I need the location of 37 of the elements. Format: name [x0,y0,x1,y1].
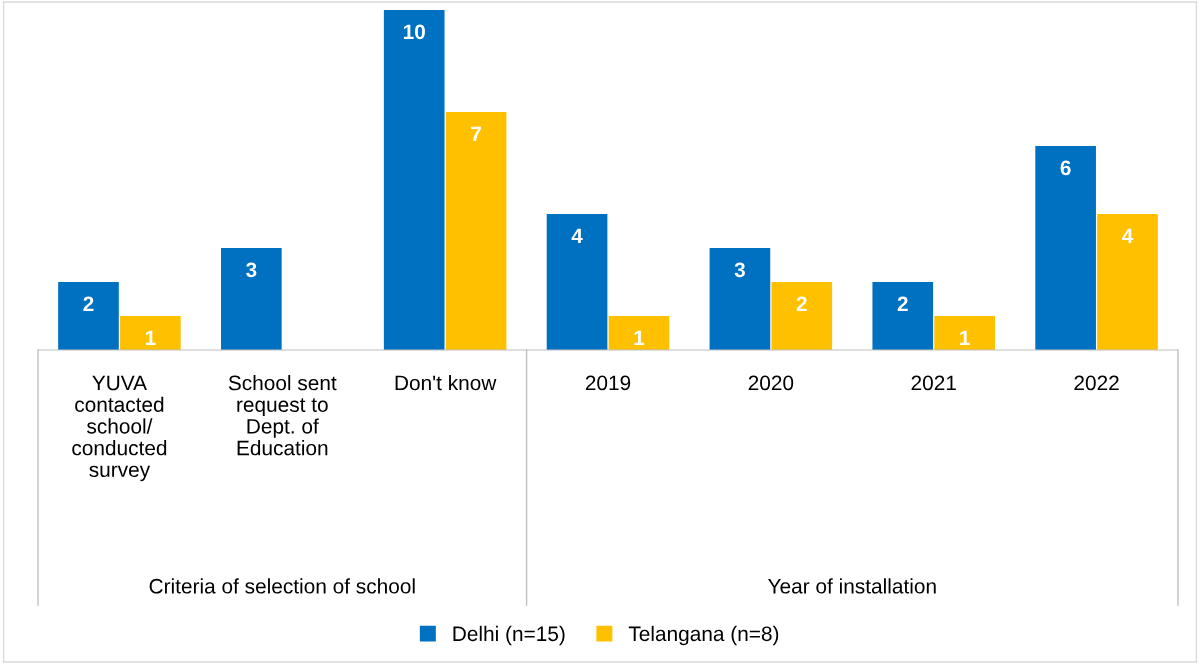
legend-label: Telangana (n=8) [628,625,779,646]
bar [934,316,995,350]
text: Criteria of selection of school [149,578,415,594]
x-tick-label: 2021 [911,375,956,391]
data-label: 1 [145,330,156,345]
x-tick-label: 2022 [1074,375,1119,391]
data-label: 3 [734,262,745,278]
bar [1035,146,1096,350]
bar [120,316,181,350]
bar [771,282,833,350]
data-label: 4 [571,228,583,243]
bar [383,10,445,350]
data-label: 10 [403,24,425,40]
x-tick-label: 2020 [748,375,794,391]
bar [709,248,771,350]
bar [445,112,507,350]
legend-label: Delhi (n=15) [453,625,565,646]
bar [58,282,119,350]
data-label: 3 [246,262,257,278]
x-tick-label: Don't know [395,375,497,391]
bar [872,282,934,350]
bar [221,248,282,350]
data-label: 4 [1122,228,1134,243]
x-tick-label: YUVA contacted school/ conducted survey [72,375,167,482]
bar [608,316,670,350]
data-label: 2 [897,296,908,311]
data-label: 6 [1060,160,1071,176]
data-label: 2 [796,296,807,311]
bar [1097,214,1158,350]
x-tick-label: 2019 [585,375,631,391]
x-tick-label: School sent request to Dept. of Education [228,375,337,456]
data-label: 7 [471,126,481,141]
text: Year of installation [768,578,936,594]
bar [546,214,608,350]
data-label: 1 [634,330,645,345]
data-label: 1 [960,330,970,345]
data-label: 2 [83,296,94,311]
